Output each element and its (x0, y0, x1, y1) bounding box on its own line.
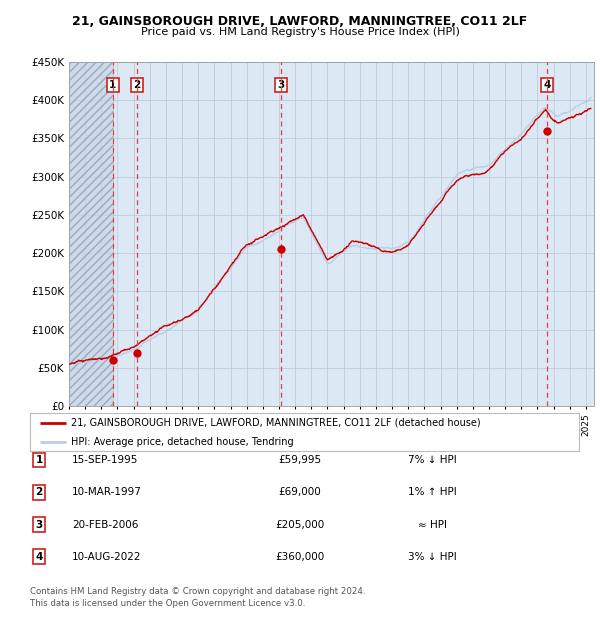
Text: 21, GAINSBOROUGH DRIVE, LAWFORD, MANNINGTREE, CO11 2LF: 21, GAINSBOROUGH DRIVE, LAWFORD, MANNING… (73, 15, 527, 28)
Text: Contains HM Land Registry data © Crown copyright and database right 2024.: Contains HM Land Registry data © Crown c… (30, 587, 365, 596)
Bar (69, 62, 113, 406)
Bar (69, 62, 113, 406)
Text: £205,000: £205,000 (275, 520, 325, 529)
Text: £69,000: £69,000 (278, 487, 322, 497)
Text: This data is licensed under the Open Government Licence v3.0.: This data is licensed under the Open Gov… (30, 598, 305, 608)
Text: 20-FEB-2006: 20-FEB-2006 (72, 520, 139, 529)
Text: 10-AUG-2022: 10-AUG-2022 (72, 552, 142, 562)
Text: ≈ HPI: ≈ HPI (418, 520, 446, 529)
Text: Price paid vs. HM Land Registry's House Price Index (HPI): Price paid vs. HM Land Registry's House … (140, 27, 460, 37)
Text: 2: 2 (35, 487, 43, 497)
Text: 3: 3 (277, 80, 285, 90)
Text: 4: 4 (544, 80, 551, 90)
Text: 1: 1 (35, 455, 43, 465)
Text: 4: 4 (35, 552, 43, 562)
Text: 1% ↑ HPI: 1% ↑ HPI (407, 487, 457, 497)
Text: 7% ↓ HPI: 7% ↓ HPI (407, 455, 457, 465)
Text: 3: 3 (35, 520, 43, 529)
Text: 1: 1 (109, 80, 116, 90)
Text: £59,995: £59,995 (278, 455, 322, 465)
Text: 3% ↓ HPI: 3% ↓ HPI (407, 552, 457, 562)
Text: 2: 2 (133, 80, 140, 90)
Text: 10-MAR-1997: 10-MAR-1997 (72, 487, 142, 497)
Text: £360,000: £360,000 (275, 552, 325, 562)
Text: 15-SEP-1995: 15-SEP-1995 (72, 455, 139, 465)
Text: HPI: Average price, detached house, Tendring: HPI: Average price, detached house, Tend… (71, 437, 294, 447)
Text: 21, GAINSBOROUGH DRIVE, LAWFORD, MANNINGTREE, CO11 2LF (detached house): 21, GAINSBOROUGH DRIVE, LAWFORD, MANNING… (71, 418, 481, 428)
